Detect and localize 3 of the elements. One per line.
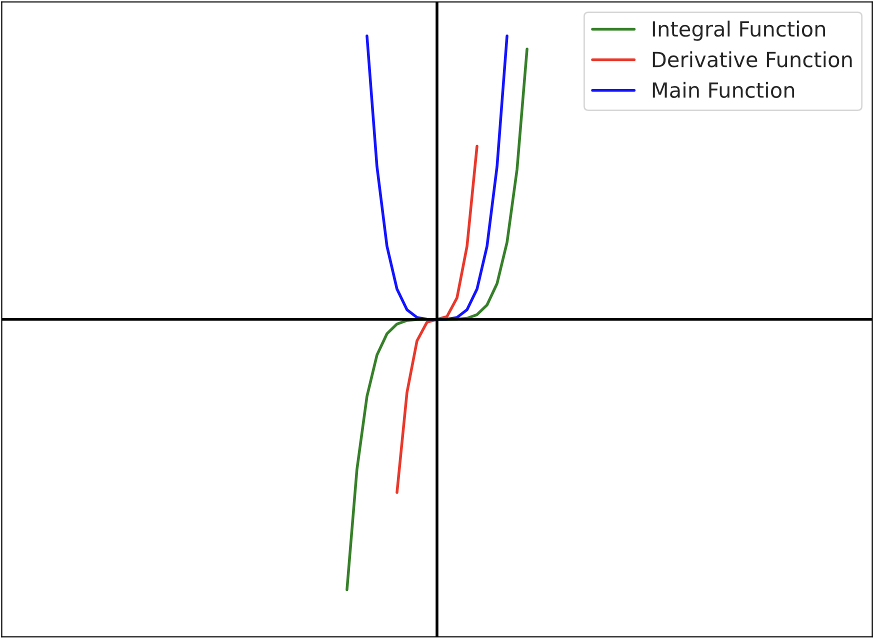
- legend-label: Main Function: [652, 82, 794, 98]
- legend-label: Integral Function: [652, 20, 825, 41]
- legend-label: Derivative Function: [652, 51, 852, 68]
